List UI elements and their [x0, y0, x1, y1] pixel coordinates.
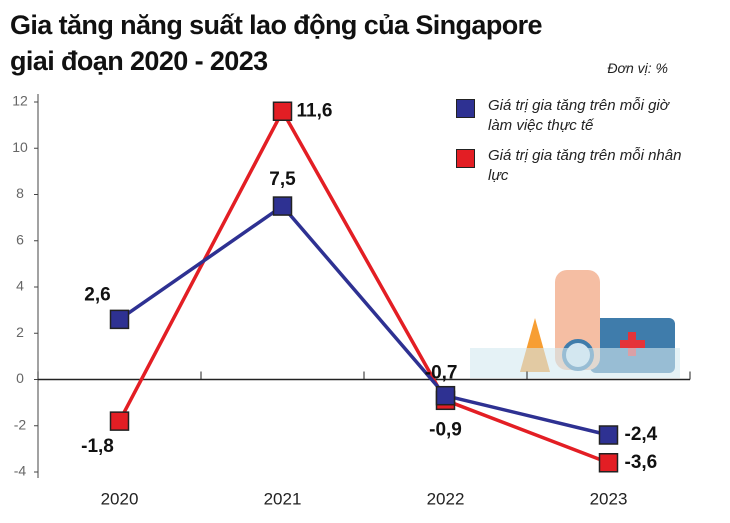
- marker: [272, 101, 293, 121]
- x-tick-label: 2022: [427, 489, 465, 508]
- unit-label: Đơn vị: %: [607, 60, 668, 76]
- y-tick-label: -4: [14, 463, 27, 479]
- y-tick-label: 2: [16, 324, 24, 340]
- series-line: [117, 107, 610, 465]
- chart-title: Gia tăng năng suất lao động của Singapor…: [10, 10, 543, 40]
- value-label: 2,6: [84, 284, 110, 305]
- value-label: -0,7: [425, 363, 458, 384]
- value-label: -3,6: [625, 452, 658, 473]
- value-label: -0,9: [429, 419, 462, 440]
- y-tick-label: 10: [12, 139, 28, 155]
- illustration: [470, 270, 680, 378]
- legend-label: Giá trị gia tăng trên mỗi nhân lực: [488, 147, 682, 184]
- x-tick-label: 2020: [101, 489, 139, 508]
- legend-label: Giá trị gia tăng trên mỗi giờ làm việc t…: [488, 97, 669, 134]
- y-tick-label: 8: [16, 185, 24, 201]
- marker: [598, 425, 619, 445]
- value-label: -2,4: [625, 424, 658, 445]
- y-tick-label: -2: [14, 416, 27, 432]
- value-label: 11,6: [297, 100, 333, 121]
- marker: [598, 453, 619, 473]
- chart-title: giai đoạn 2020 - 2023: [10, 46, 268, 76]
- x-tick-label: 2021: [264, 489, 302, 508]
- x-tick-label: 2023: [590, 489, 628, 508]
- marker: [272, 196, 293, 216]
- value-label: -1,8: [81, 436, 114, 457]
- y-tick-label: 4: [16, 278, 24, 294]
- y-tick-label: 6: [16, 231, 24, 247]
- legend-swatch: [456, 99, 475, 118]
- marker: [109, 411, 130, 431]
- marker: [435, 385, 456, 406]
- series-line: [118, 203, 609, 437]
- y-tick-label: 0: [16, 370, 24, 386]
- marker: [109, 309, 130, 330]
- value-label: 7,5: [269, 169, 296, 190]
- legend-swatch: [456, 149, 475, 168]
- y-tick-label: 12: [12, 93, 28, 109]
